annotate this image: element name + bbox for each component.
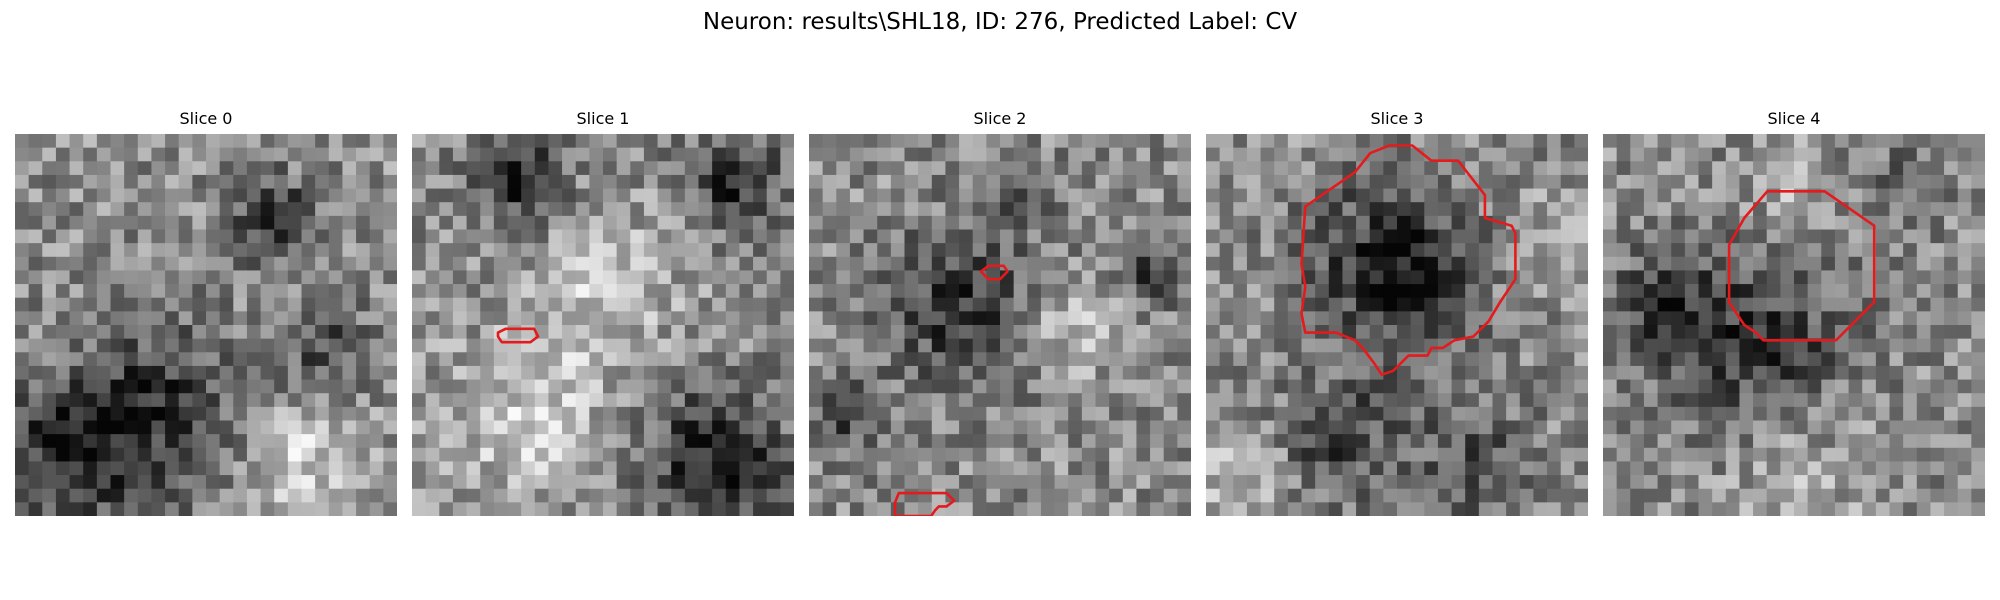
slice-image xyxy=(1206,134,1588,516)
roi-contour xyxy=(1727,189,1876,342)
slice-image xyxy=(15,134,397,516)
slice-image xyxy=(412,134,794,516)
panel-title: Slice 4 xyxy=(1767,109,1821,128)
figure-title: Neuron: results\SHL18, ID: 276, Predicte… xyxy=(702,9,1298,35)
roi-contour xyxy=(1300,144,1517,376)
panel-title: Slice 3 xyxy=(1370,109,1424,128)
slice-image xyxy=(1603,134,1985,516)
pixel-grid xyxy=(15,134,397,516)
roi-contour xyxy=(496,327,540,344)
pixel-grid xyxy=(1603,134,1985,516)
pixel-grid xyxy=(412,134,794,516)
pixel-grid xyxy=(809,134,1191,516)
panel-title: Slice 2 xyxy=(973,109,1027,128)
slice-image xyxy=(809,134,1191,516)
pixel-grid xyxy=(1206,134,1588,516)
panel-title: Slice 1 xyxy=(576,109,630,128)
roi-contour xyxy=(979,264,1009,281)
roi-contour xyxy=(893,491,956,516)
panel-title: Slice 0 xyxy=(179,109,233,128)
